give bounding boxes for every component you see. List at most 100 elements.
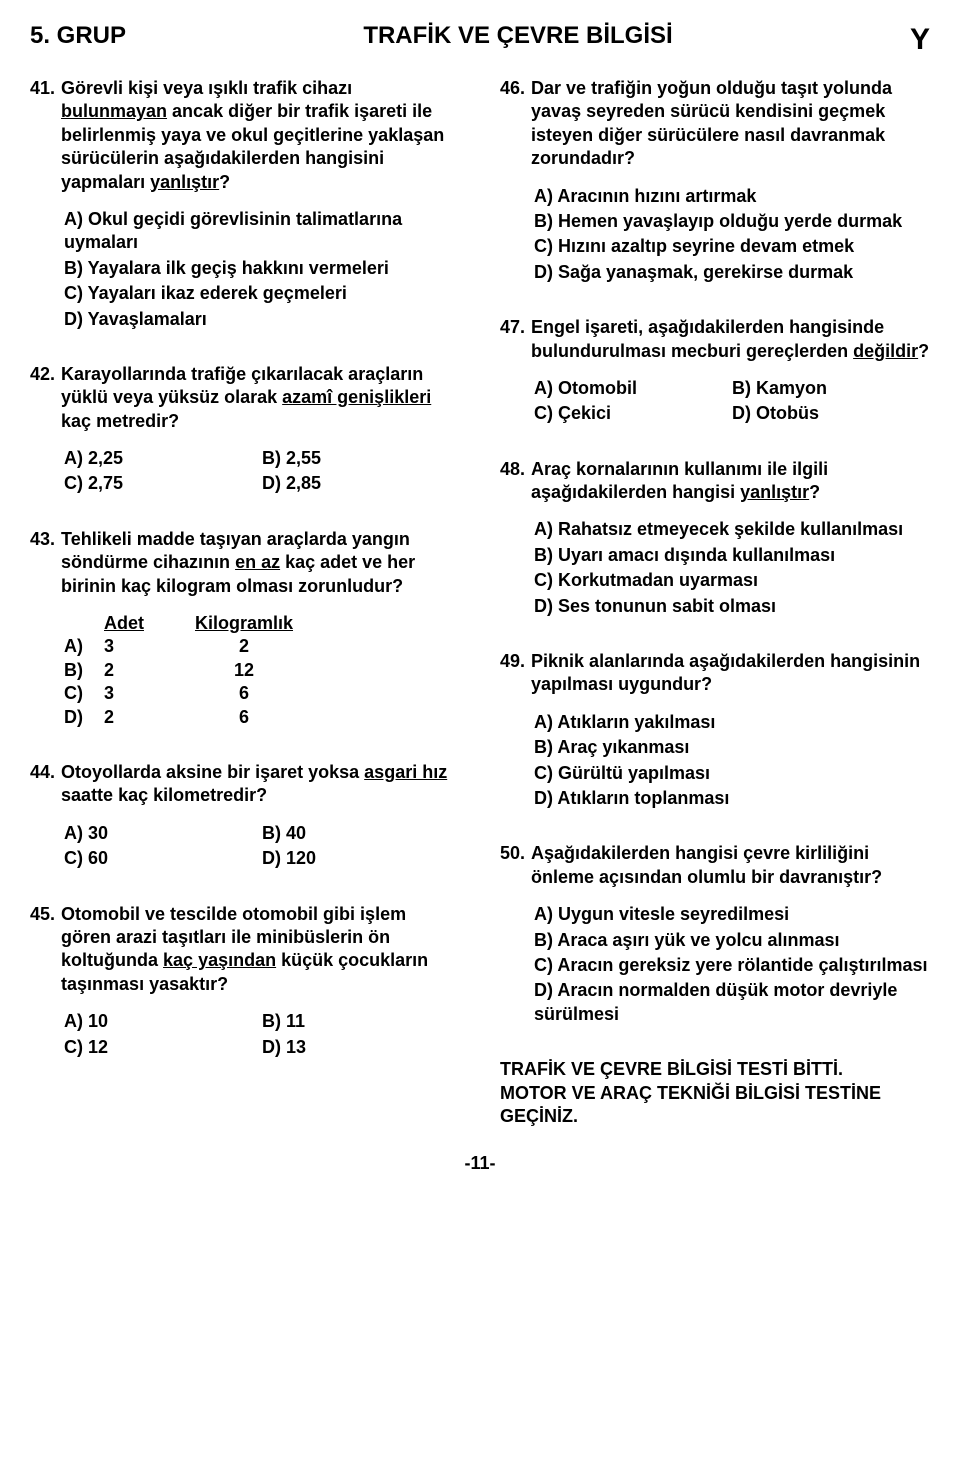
q43-row-b[interactable]: B) 2 12 bbox=[64, 659, 460, 682]
q43-head-blank bbox=[64, 612, 104, 635]
q49-opt-b[interactable]: B) Araç yıkanması bbox=[534, 736, 930, 759]
q41-u2: yanlıştır bbox=[150, 172, 219, 192]
q42-opt-a[interactable]: A) 2,25 bbox=[64, 447, 262, 470]
q41-opt-a[interactable]: A) Okul geçidi görevlisinin talimatların… bbox=[64, 208, 460, 255]
q48-options: A) Rahatsız etmeyecek şekilde kullanılma… bbox=[500, 518, 930, 618]
q43-a-adet: 3 bbox=[104, 635, 184, 658]
right-column: 46. Dar ve trafiğin yoğun olduğu taşıt y… bbox=[500, 77, 930, 1128]
q43-d-adet: 2 bbox=[104, 706, 184, 729]
q46-num: 46. bbox=[500, 77, 525, 171]
q45-opt-b[interactable]: B) 11 bbox=[262, 1010, 460, 1033]
header-right: Y bbox=[910, 20, 930, 59]
q47-opt-a[interactable]: A) Otomobil bbox=[534, 377, 732, 400]
q50-opt-b[interactable]: B) Araca aşırı yük ve yolcu alınması bbox=[534, 929, 930, 952]
header-center: TRAFİK VE ÇEVRE BİLGİSİ bbox=[363, 20, 672, 59]
q43-row-c[interactable]: C) 3 6 bbox=[64, 682, 460, 705]
q50-num: 50. bbox=[500, 842, 525, 889]
q41-pre: Görevli kişi veya ışıklı trafik cihazı bbox=[61, 78, 352, 98]
q47-post: ? bbox=[918, 341, 929, 361]
q49-opt-d[interactable]: D) Atıkların toplanması bbox=[534, 787, 930, 810]
q41-u1: bulunmayan bbox=[61, 101, 167, 121]
q50-opt-a[interactable]: A) Uygun vitesle seyredilmesi bbox=[534, 903, 930, 926]
q43-a-label: A) bbox=[64, 635, 104, 658]
q43-c-kg: 6 bbox=[184, 682, 304, 705]
q48-opt-d[interactable]: D) Ses tonunun sabit olması bbox=[534, 595, 930, 618]
q49-opt-c[interactable]: C) Gürültü yapılması bbox=[534, 762, 930, 785]
q47-text: Engel işareti, aşağıdakilerden hangisind… bbox=[531, 316, 930, 363]
q42-u: azamî genişlikleri bbox=[282, 387, 431, 407]
q43-row-a[interactable]: A) 3 2 bbox=[64, 635, 460, 658]
q47-opt-b[interactable]: B) Kamyon bbox=[732, 377, 930, 400]
q44-opt-c[interactable]: C) 60 bbox=[64, 847, 262, 870]
q46-opt-b[interactable]: B) Hemen yavaşlayıp olduğu yerde durmak bbox=[534, 210, 930, 233]
q43-u: en az bbox=[235, 552, 280, 572]
q42-opt-d[interactable]: D) 2,85 bbox=[262, 472, 460, 495]
q44-options: A) 30 B) 40 C) 60 D) 120 bbox=[30, 822, 460, 871]
q45-u: kaç yaşından bbox=[163, 950, 276, 970]
q43-head-adet: Adet bbox=[104, 612, 184, 635]
q43-c-label: C) bbox=[64, 682, 104, 705]
page-number: -11- bbox=[30, 1152, 930, 1175]
q42-num: 42. bbox=[30, 363, 55, 433]
q48-opt-a[interactable]: A) Rahatsız etmeyecek şekilde kullanılma… bbox=[534, 518, 930, 541]
header-left: 5. GRUP bbox=[30, 20, 126, 59]
q47-options: A) Otomobil B) Kamyon C) Çekici D) Otobü… bbox=[500, 377, 930, 426]
q42-post: kaç metredir? bbox=[61, 411, 179, 431]
q48-text: Araç kornalarının kullanımı ile ilgili a… bbox=[531, 458, 930, 505]
q45-opt-a[interactable]: A) 10 bbox=[64, 1010, 262, 1033]
q43-num: 43. bbox=[30, 528, 55, 598]
q48-opt-c[interactable]: C) Korkutmadan uyarması bbox=[534, 569, 930, 592]
q41-opt-b[interactable]: B) Yayalara ilk geçiş hakkını vermeleri bbox=[64, 257, 460, 280]
q41-num: 41. bbox=[30, 77, 55, 194]
q43-a-kg: 2 bbox=[184, 635, 304, 658]
q43-text: Tehlikeli madde taşıyan araçlarda yangın… bbox=[61, 528, 460, 598]
question-48: 48. Araç kornalarının kullanımı ile ilgi… bbox=[500, 458, 930, 618]
q44-opt-b[interactable]: B) 40 bbox=[262, 822, 460, 845]
q50-options: A) Uygun vitesle seyredilmesi B) Araca a… bbox=[500, 903, 930, 1026]
q44-text: Otoyollarda aksine bir işaret yoksa asga… bbox=[61, 761, 460, 808]
q41-opt-d[interactable]: D) Yavaşlamaları bbox=[64, 308, 460, 331]
q44-opt-d[interactable]: D) 120 bbox=[262, 847, 460, 870]
q49-text: Piknik alanlarında aşağıdakilerden hangi… bbox=[531, 650, 930, 697]
q43-b-kg: 12 bbox=[184, 659, 304, 682]
q43-head-kg: Kilogramlık bbox=[184, 612, 304, 635]
q43-row-d[interactable]: D) 2 6 bbox=[64, 706, 460, 729]
q48-opt-b[interactable]: B) Uyarı amacı dışında kullanılması bbox=[534, 544, 930, 567]
left-column: 41. Görevli kişi veya ışıklı trafik ciha… bbox=[30, 77, 460, 1128]
question-44: 44. Otoyollarda aksine bir işaret yoksa … bbox=[30, 761, 460, 871]
q41-opt-c[interactable]: C) Yayaları ikaz ederek geçmeleri bbox=[64, 282, 460, 305]
question-45: 45. Otomobil ve tescilde otomobil gibi i… bbox=[30, 903, 460, 1059]
q47-opt-d[interactable]: D) Otobüs bbox=[732, 402, 930, 425]
q45-text: Otomobil ve tescilde otomobil gibi işlem… bbox=[61, 903, 460, 997]
q43-table: Adet Kilogramlık A) 3 2 B) 2 12 C) 3 6 bbox=[30, 612, 460, 729]
q46-opt-c[interactable]: C) Hızını azaltıp seyrine devam etmek bbox=[534, 235, 930, 258]
question-47: 47. Engel işareti, aşağıdakilerden hangi… bbox=[500, 316, 930, 426]
question-49: 49. Piknik alanlarında aşağıdakilerden h… bbox=[500, 650, 930, 810]
q49-num: 49. bbox=[500, 650, 525, 697]
q45-opt-c[interactable]: C) 12 bbox=[64, 1036, 262, 1059]
q45-opt-d[interactable]: D) 13 bbox=[262, 1036, 460, 1059]
q42-opt-c[interactable]: C) 2,75 bbox=[64, 472, 262, 495]
q44-opt-a[interactable]: A) 30 bbox=[64, 822, 262, 845]
q46-opt-d[interactable]: D) Sağa yanaşmak, gerekirse durmak bbox=[534, 261, 930, 284]
q49-opt-a[interactable]: A) Atıkların yakılması bbox=[534, 711, 930, 734]
q41-text: Görevli kişi veya ışıklı trafik cihazı b… bbox=[61, 77, 460, 194]
q44-pre: Otoyollarda aksine bir işaret yoksa bbox=[61, 762, 364, 782]
q48-post: ? bbox=[809, 482, 820, 502]
q47-num: 47. bbox=[500, 316, 525, 363]
q47-opt-c[interactable]: C) Çekici bbox=[534, 402, 732, 425]
footer-line2: MOTOR VE ARAÇ TEKNİĞİ BİLGİSİ TESTİNE GE… bbox=[500, 1082, 930, 1129]
q45-num: 45. bbox=[30, 903, 55, 997]
question-42: 42. Karayollarında trafiğe çıkarılacak a… bbox=[30, 363, 460, 496]
q42-opt-b[interactable]: B) 2,55 bbox=[262, 447, 460, 470]
q50-opt-d[interactable]: D) Aracın normalden düşük motor devriyle… bbox=[534, 979, 930, 1026]
q42-options: A) 2,25 B) 2,55 C) 2,75 D) 2,85 bbox=[30, 447, 460, 496]
question-43: 43. Tehlikeli madde taşıyan araçlarda ya… bbox=[30, 528, 460, 729]
q43-d-label: D) bbox=[64, 706, 104, 729]
q46-opt-a[interactable]: A) Aracının hızını artırmak bbox=[534, 185, 930, 208]
q50-opt-c[interactable]: C) Aracın gereksiz yere rölantide çalışt… bbox=[534, 954, 930, 977]
q41-options: A) Okul geçidi görevlisinin talimatların… bbox=[30, 208, 460, 331]
q47-u: değildir bbox=[853, 341, 918, 361]
question-46: 46. Dar ve trafiğin yoğun olduğu taşıt y… bbox=[500, 77, 930, 284]
q43-b-label: B) bbox=[64, 659, 104, 682]
